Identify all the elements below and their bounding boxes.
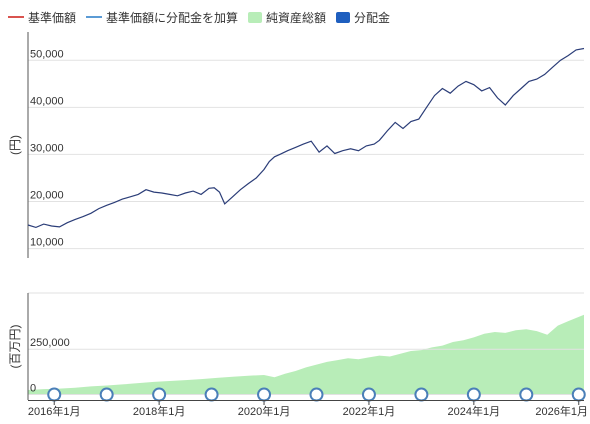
legend-item[interactable]: 純資産総額 xyxy=(248,9,326,26)
y-tick-label: 10,000 xyxy=(30,237,64,249)
chart-legend: 基準価額 基準価額に分配金を加算 純資産総額 分配金 xyxy=(8,8,390,26)
legend-label: 基準価額に分配金を加算 xyxy=(106,10,239,25)
x-tick-label: 2020年1月 xyxy=(238,404,291,418)
legend-label: 分配金 xyxy=(354,10,391,25)
x-tick-label: 2018年1月 xyxy=(133,404,186,418)
dividend-marker[interactable] xyxy=(99,387,114,402)
x-tick-label: 2016年1月 xyxy=(28,404,81,418)
y-tick-label: 40,000 xyxy=(30,95,64,107)
legend-item[interactable]: 基準価額 xyxy=(8,9,76,26)
legend-label: 基準価額 xyxy=(28,10,77,25)
y-axis-label: (百万円) xyxy=(8,325,22,369)
dividend-marker[interactable] xyxy=(466,387,481,402)
x-tick-label: 2026年1月 xyxy=(535,404,588,418)
nav-series-line xyxy=(27,47,585,229)
dividend-marker[interactable] xyxy=(571,387,586,402)
dividend-marker[interactable] xyxy=(204,387,219,402)
dividend-marker[interactable] xyxy=(309,387,324,402)
dividend-marker[interactable] xyxy=(414,387,429,402)
legend-label: 純資産総額 xyxy=(266,10,327,25)
y-tick-label: 30,000 xyxy=(30,142,64,154)
legend-item[interactable]: 分配金 xyxy=(336,9,390,26)
net-assets-panel: 0 250,000 (百万円) xyxy=(8,292,586,402)
legend-swatch xyxy=(336,11,351,23)
dividend-marker[interactable] xyxy=(47,387,62,402)
dividend-marker[interactable] xyxy=(257,387,272,402)
y-tick-label: 250,000 xyxy=(30,337,70,349)
dividend-marker[interactable] xyxy=(519,387,534,402)
x-tick-label: 2022年1月 xyxy=(343,404,396,418)
legend-swatch xyxy=(8,16,24,18)
y-tick-label: 50,000 xyxy=(30,48,64,60)
y-tick-label: 0 xyxy=(30,383,36,395)
price-panel: 10,000 20,000 30,000 40,000 50,000 (円) xyxy=(8,32,585,258)
dividend-marker[interactable] xyxy=(152,387,167,402)
net-assets-area xyxy=(28,314,584,395)
x-axis: 2016年1月 2018年1月 2020年1月 2022年1月 2024年1月 2026年… xyxy=(28,400,588,418)
y-tick-label: 20,000 xyxy=(30,190,64,202)
dividend-marker[interactable] xyxy=(361,387,376,402)
x-tick-label: 2024年1月 xyxy=(448,404,501,418)
legend-swatch xyxy=(86,16,103,18)
y-axis-label: (円) xyxy=(8,135,22,155)
legend-item[interactable]: 基準価額に分配金を加算 xyxy=(86,9,238,26)
legend-swatch xyxy=(248,11,263,23)
